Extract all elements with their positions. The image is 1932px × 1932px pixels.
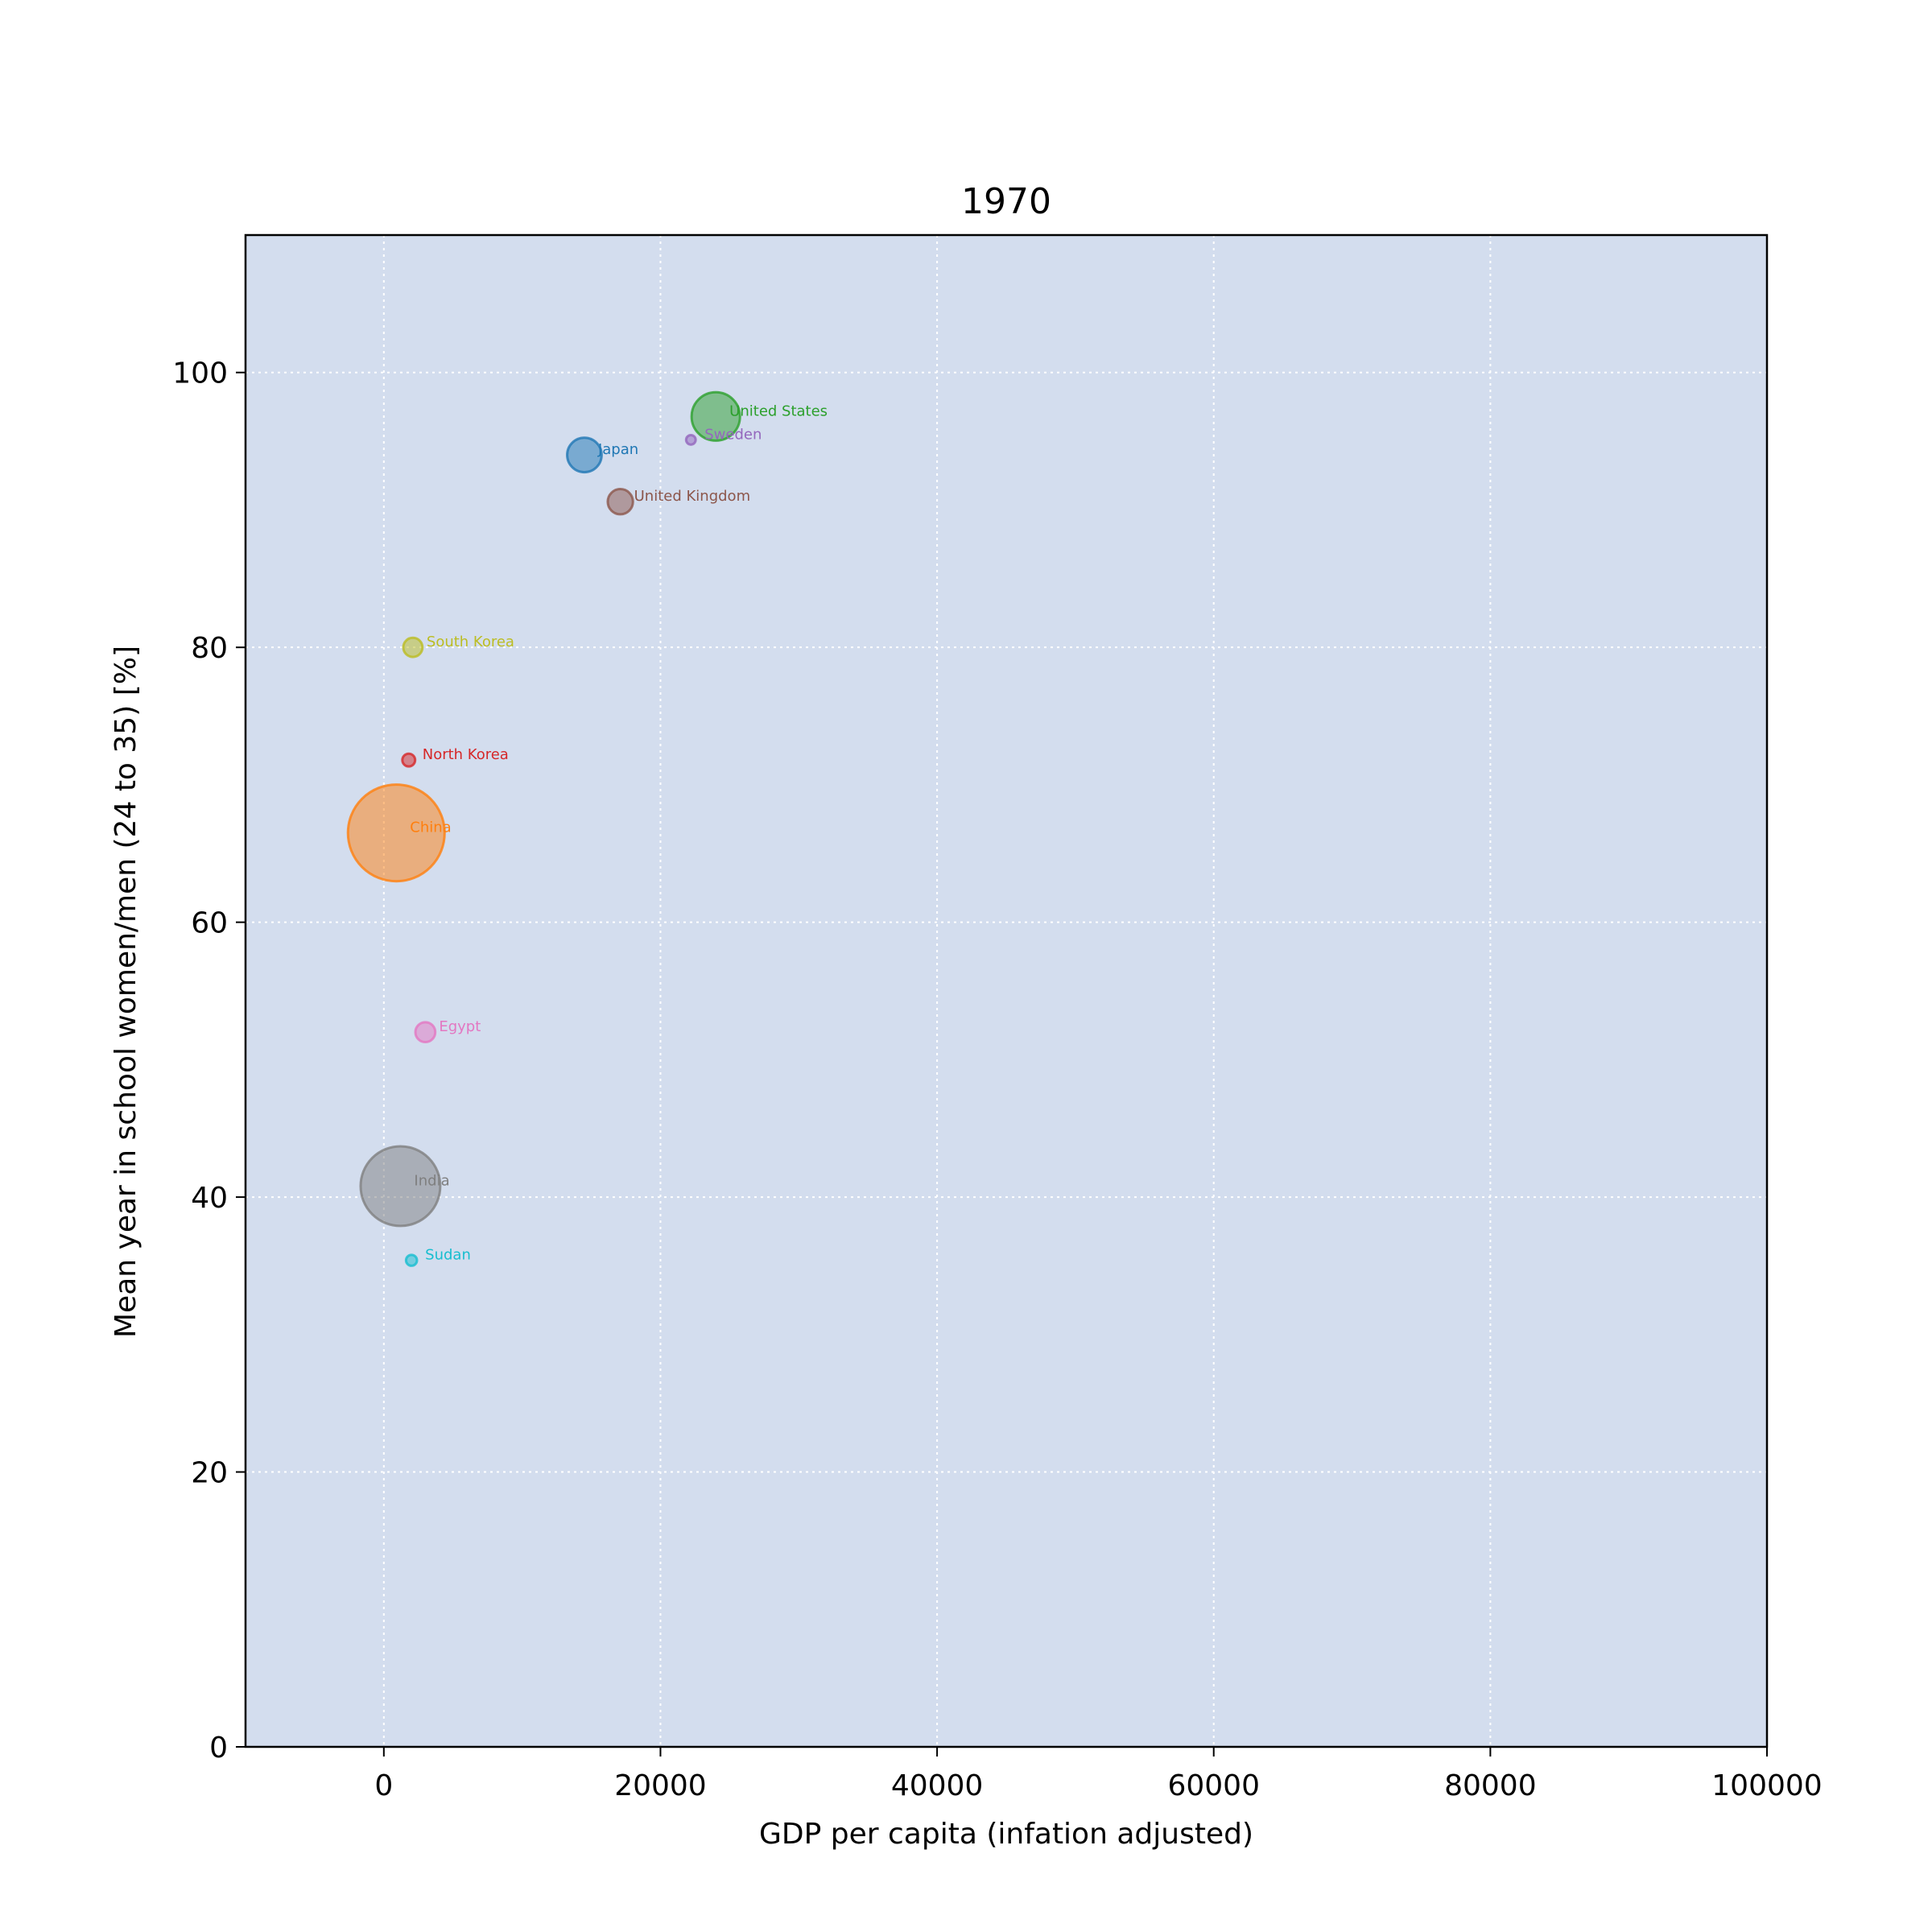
y-tick-label: 80 xyxy=(191,632,228,665)
y-tick-label: 60 xyxy=(191,907,228,940)
x-tick-label: 20000 xyxy=(614,1769,707,1802)
point-label-japan: Japan xyxy=(597,441,638,458)
point-label-sudan: Sudan xyxy=(425,1247,471,1264)
point-label-south-korea: South Korea xyxy=(427,634,514,650)
x-tick-label: 40000 xyxy=(891,1769,984,1802)
point-label-egypt: Egypt xyxy=(439,1018,481,1035)
x-tick-label: 0 xyxy=(374,1769,393,1802)
point-label-india: India xyxy=(414,1172,449,1189)
bubble-egypt xyxy=(414,1021,437,1044)
bubble-sweden xyxy=(684,433,697,446)
y-tick-label: 0 xyxy=(209,1732,228,1765)
y-axis-label: Mean year in school women/men (24 to 35)… xyxy=(109,646,142,1338)
bubble-united-kingdom xyxy=(606,488,634,516)
bubble-japan xyxy=(566,436,603,474)
x-tick-label: 80000 xyxy=(1444,1769,1537,1802)
point-labels: China India United States Japan United Kingd… xyxy=(410,402,828,1263)
bubble-united-states xyxy=(690,390,741,442)
y-tick-label: 20 xyxy=(191,1457,228,1490)
y-axis-ticks: 0 20 40 60 80 100 xyxy=(172,357,246,1765)
bubble-india xyxy=(359,1145,442,1228)
point-label-sweden: Sweden xyxy=(704,426,762,443)
point-label-united-states: United States xyxy=(729,402,828,419)
plot-area xyxy=(246,235,1767,1747)
x-axis-ticks: 0 20000 40000 60000 80000 100000 xyxy=(374,1747,1823,1802)
bubble-north-korea xyxy=(401,752,417,768)
grid-lines xyxy=(246,235,1768,1747)
point-label-china: China xyxy=(410,819,451,836)
bubble-south-korea xyxy=(402,636,424,658)
chart-title: 1970 xyxy=(961,181,1051,222)
y-tick-label: 40 xyxy=(191,1182,228,1215)
bubble-china xyxy=(346,783,446,883)
plot-frame xyxy=(244,233,1769,1748)
point-label-north-korea: North Korea xyxy=(423,746,509,763)
x-tick-label: 100000 xyxy=(1711,1769,1822,1802)
x-axis-label: GDP per capita (infation adjusted) xyxy=(759,1818,1253,1851)
x-tick-label: 60000 xyxy=(1167,1769,1260,1802)
point-label-united-kingdom: United Kingdom xyxy=(634,488,750,505)
y-tick-label: 100 xyxy=(172,357,228,390)
bubble-sudan xyxy=(404,1253,419,1267)
data-points xyxy=(346,390,741,1267)
